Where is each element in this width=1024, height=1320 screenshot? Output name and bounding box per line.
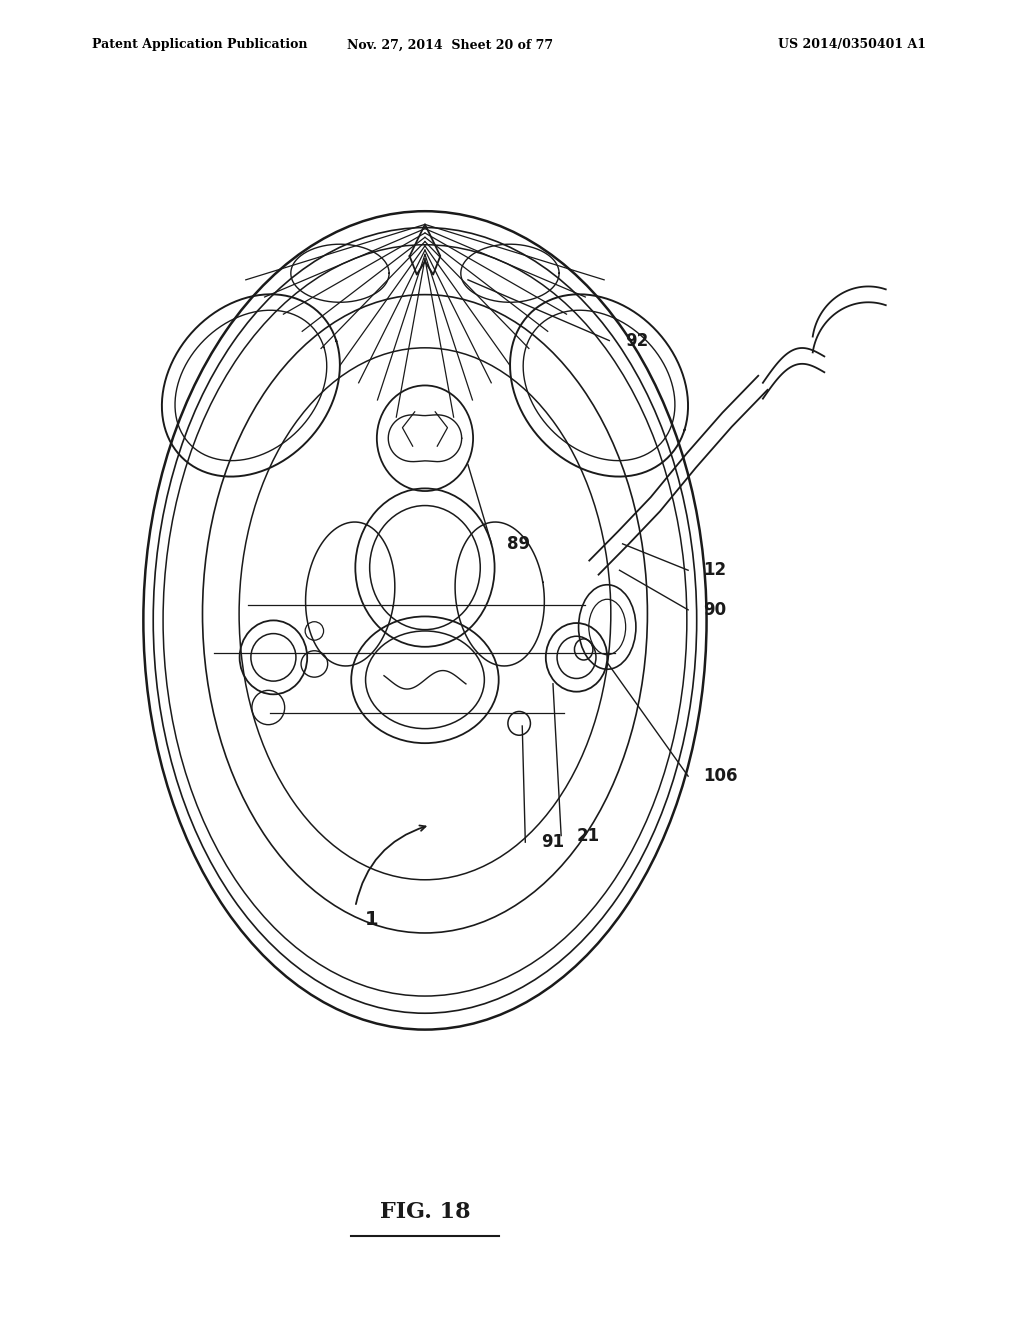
Text: 106: 106 xyxy=(703,767,738,785)
Text: 12: 12 xyxy=(703,561,727,579)
Text: 89: 89 xyxy=(507,535,530,553)
Text: 92: 92 xyxy=(625,331,648,350)
Text: FIG. 18: FIG. 18 xyxy=(380,1201,470,1222)
Text: Patent Application Publication: Patent Application Publication xyxy=(92,38,307,51)
Text: 91: 91 xyxy=(541,833,564,851)
Text: 1: 1 xyxy=(365,909,379,928)
Text: 21: 21 xyxy=(577,826,600,845)
Text: 90: 90 xyxy=(703,601,727,619)
Text: Nov. 27, 2014  Sheet 20 of 77: Nov. 27, 2014 Sheet 20 of 77 xyxy=(347,38,554,51)
Text: US 2014/0350401 A1: US 2014/0350401 A1 xyxy=(778,38,927,51)
